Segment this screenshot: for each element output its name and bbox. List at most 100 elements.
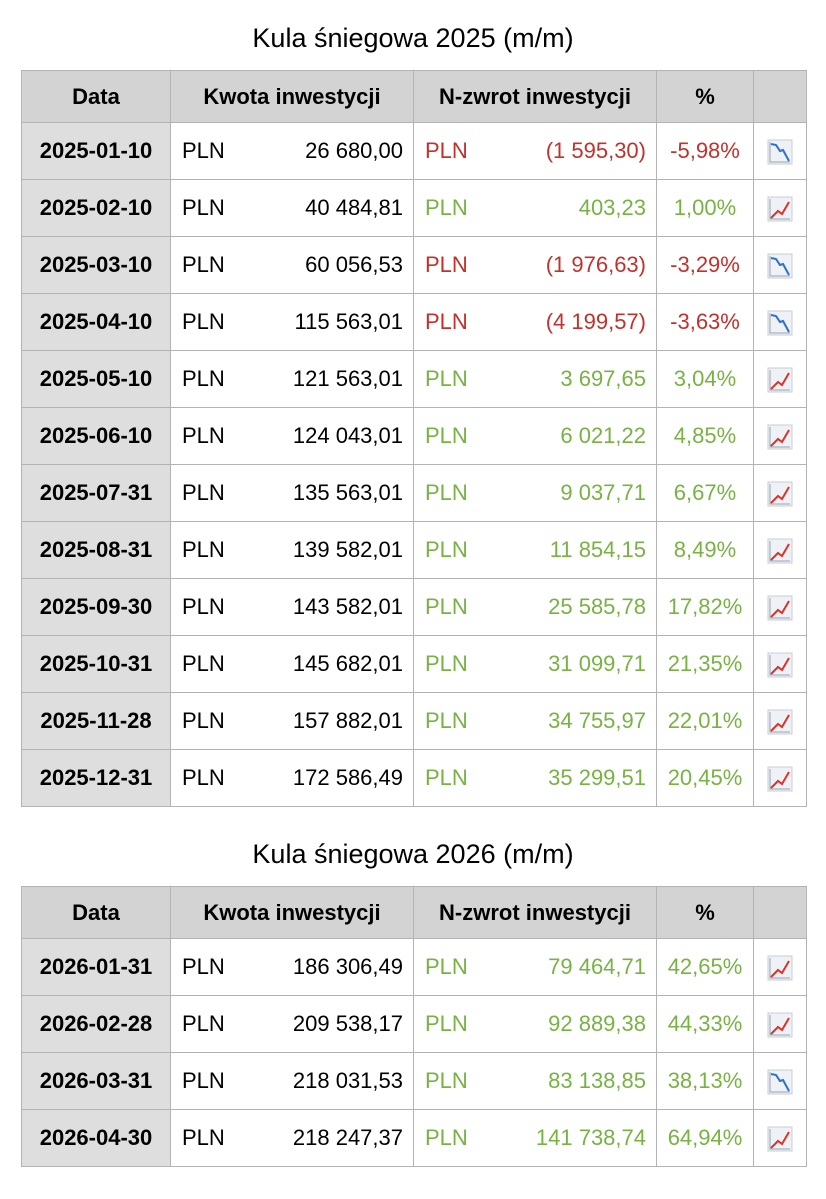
percent-cell: -3,63% xyxy=(656,293,754,351)
return-amount-cell: 403,23 xyxy=(578,195,646,220)
investment-currency-cell: PLN xyxy=(182,1125,225,1150)
table-row: 2026-03-31 PLN 218 031,53 PLN 83 138,85 38,13… xyxy=(21,1052,807,1110)
trend-cell xyxy=(753,464,807,522)
return-cell: PLN 141 738,74 xyxy=(413,1109,657,1167)
trend-cell xyxy=(753,938,807,996)
trend-cell xyxy=(753,692,807,750)
return-amount-cell: 31 099,71 xyxy=(548,651,646,676)
trend-up-icon xyxy=(767,595,793,621)
date-cell: 2025-11-28 xyxy=(21,692,171,750)
investment-currency-cell: PLN xyxy=(182,651,225,676)
table-row: 2025-07-31 PLN 135 563,01 PLN 9 037,71 6,67% xyxy=(21,464,807,522)
return-currency-cell: PLN xyxy=(425,252,468,277)
return-currency-cell: PLN xyxy=(425,765,468,790)
trend-cell xyxy=(753,635,807,693)
header-percent: % xyxy=(656,70,754,123)
percent-cell: -5,98% xyxy=(656,122,754,180)
return-cell: PLN 11 854,15 xyxy=(413,521,657,579)
investment-amount-cell: 60 056,53 xyxy=(305,252,403,277)
table-row: 2025-09-30 PLN 143 582,01 PLN 25 585,78 17,82… xyxy=(21,578,807,636)
header-investment: Kwota inwestycji xyxy=(170,886,414,939)
investment-amount-cell: 124 043,01 xyxy=(292,423,403,448)
table-row: 2025-04-10 PLN 115 563,01 PLN (4 199,57) -3,6… xyxy=(21,293,807,351)
trend-cell xyxy=(753,1109,807,1167)
investment-amount-cell: 186 306,49 xyxy=(292,954,403,979)
date-cell: 2026-03-31 xyxy=(21,1052,171,1110)
investment-cell: PLN 115 563,01 xyxy=(170,293,414,351)
date-cell: 2025-06-10 xyxy=(21,407,171,465)
table-row: 2025-06-10 PLN 124 043,01 PLN 6 021,22 4,85% xyxy=(21,407,807,465)
investment-amount-cell: 139 582,01 xyxy=(292,537,403,562)
trend-cell xyxy=(753,995,807,1053)
investment-cell: PLN 186 306,49 xyxy=(170,938,414,996)
return-cell: PLN 31 099,71 xyxy=(413,635,657,693)
return-currency-cell: PLN xyxy=(425,1068,468,1093)
date-cell: 2025-05-10 xyxy=(21,350,171,408)
investment-amount-cell: 218 247,37 xyxy=(292,1125,403,1150)
trend-up-icon xyxy=(767,481,793,507)
table-row: 2025-02-10 PLN 40 484,81 PLN 403,23 1,00% xyxy=(21,179,807,237)
header-investment: Kwota inwestycji xyxy=(170,70,414,123)
trend-cell xyxy=(753,350,807,408)
percent-cell: 17,82% xyxy=(656,578,754,636)
percent-cell: 20,45% xyxy=(656,749,754,807)
investment-currency-cell: PLN xyxy=(182,708,225,733)
return-amount-cell: 141 738,74 xyxy=(535,1125,646,1150)
table-row: 2026-02-28 PLN 209 538,17 PLN 92 889,38 44,33… xyxy=(21,995,807,1053)
percent-cell: 1,00% xyxy=(656,179,754,237)
return-cell: PLN 3 697,65 xyxy=(413,350,657,408)
return-amount-cell: 83 138,85 xyxy=(548,1068,646,1093)
snowball-table-2025: Data Kwota inwestycji N-zwrot inwestycji… xyxy=(21,70,807,807)
trend-cell xyxy=(753,1052,807,1110)
trend-cell xyxy=(753,179,807,237)
percent-cell: 64,94% xyxy=(656,1109,754,1167)
return-cell: PLN 6 021,22 xyxy=(413,407,657,465)
investment-cell: PLN 157 882,01 xyxy=(170,692,414,750)
return-amount-cell: 79 464,71 xyxy=(548,954,646,979)
return-currency-cell: PLN xyxy=(425,1011,468,1036)
return-currency-cell: PLN xyxy=(425,594,468,619)
investment-amount-cell: 209 538,17 xyxy=(292,1011,403,1036)
percent-cell: 21,35% xyxy=(656,635,754,693)
investment-cell: PLN 218 247,37 xyxy=(170,1109,414,1167)
table-row: 2026-04-30 PLN 218 247,37 PLN 141 738,74 64,9… xyxy=(21,1109,807,1167)
trend-cell xyxy=(753,122,807,180)
table-title-2025: Kula śniegowa 2025 (m/m) xyxy=(252,23,574,53)
investment-amount-cell: 218 031,53 xyxy=(292,1068,403,1093)
investment-cell: PLN 218 031,53 xyxy=(170,1052,414,1110)
investment-amount-cell: 145 682,01 xyxy=(292,651,403,676)
percent-cell: 6,67% xyxy=(656,464,754,522)
investment-cell: PLN 121 563,01 xyxy=(170,350,414,408)
return-cell: PLN (1 976,63) xyxy=(413,236,657,294)
return-currency-cell: PLN xyxy=(425,1125,468,1150)
return-cell: PLN 403,23 xyxy=(413,179,657,237)
date-cell: 2026-01-31 xyxy=(21,938,171,996)
table-row: 2026-01-31 PLN 186 306,49 PLN 79 464,71 42,65… xyxy=(21,938,807,996)
investment-amount-cell: 40 484,81 xyxy=(305,195,403,220)
trend-cell xyxy=(753,407,807,465)
trend-down-icon xyxy=(767,139,793,165)
return-amount-cell: 92 889,38 xyxy=(548,1011,646,1036)
table-row: 2025-05-10 PLN 121 563,01 PLN 3 697,65 3,04% xyxy=(21,350,807,408)
header-return: N-zwrot inwestycji xyxy=(413,70,657,123)
investment-cell: PLN 135 563,01 xyxy=(170,464,414,522)
date-cell: 2025-09-30 xyxy=(21,578,171,636)
investment-currency-cell: PLN xyxy=(182,954,225,979)
return-cell: PLN (1 595,30) xyxy=(413,122,657,180)
header-trend xyxy=(753,886,807,939)
percent-cell: 44,33% xyxy=(656,995,754,1053)
trend-up-icon xyxy=(767,766,793,792)
return-amount-cell: 35 299,51 xyxy=(548,765,646,790)
return-amount-cell: (4 199,57) xyxy=(545,309,646,334)
investment-amount-cell: 172 586,49 xyxy=(292,765,403,790)
return-cell: PLN 79 464,71 xyxy=(413,938,657,996)
investment-cell: PLN 124 043,01 xyxy=(170,407,414,465)
investment-amount-cell: 143 582,01 xyxy=(292,594,403,619)
trend-up-icon xyxy=(767,652,793,678)
trend-cell xyxy=(753,521,807,579)
table-row: 2025-08-31 PLN 139 582,01 PLN 11 854,15 8,49% xyxy=(21,521,807,579)
trend-down-icon xyxy=(767,310,793,336)
investment-amount-cell: 121 563,01 xyxy=(292,366,403,391)
investment-currency-cell: PLN xyxy=(182,594,225,619)
date-cell: 2026-02-28 xyxy=(21,995,171,1053)
